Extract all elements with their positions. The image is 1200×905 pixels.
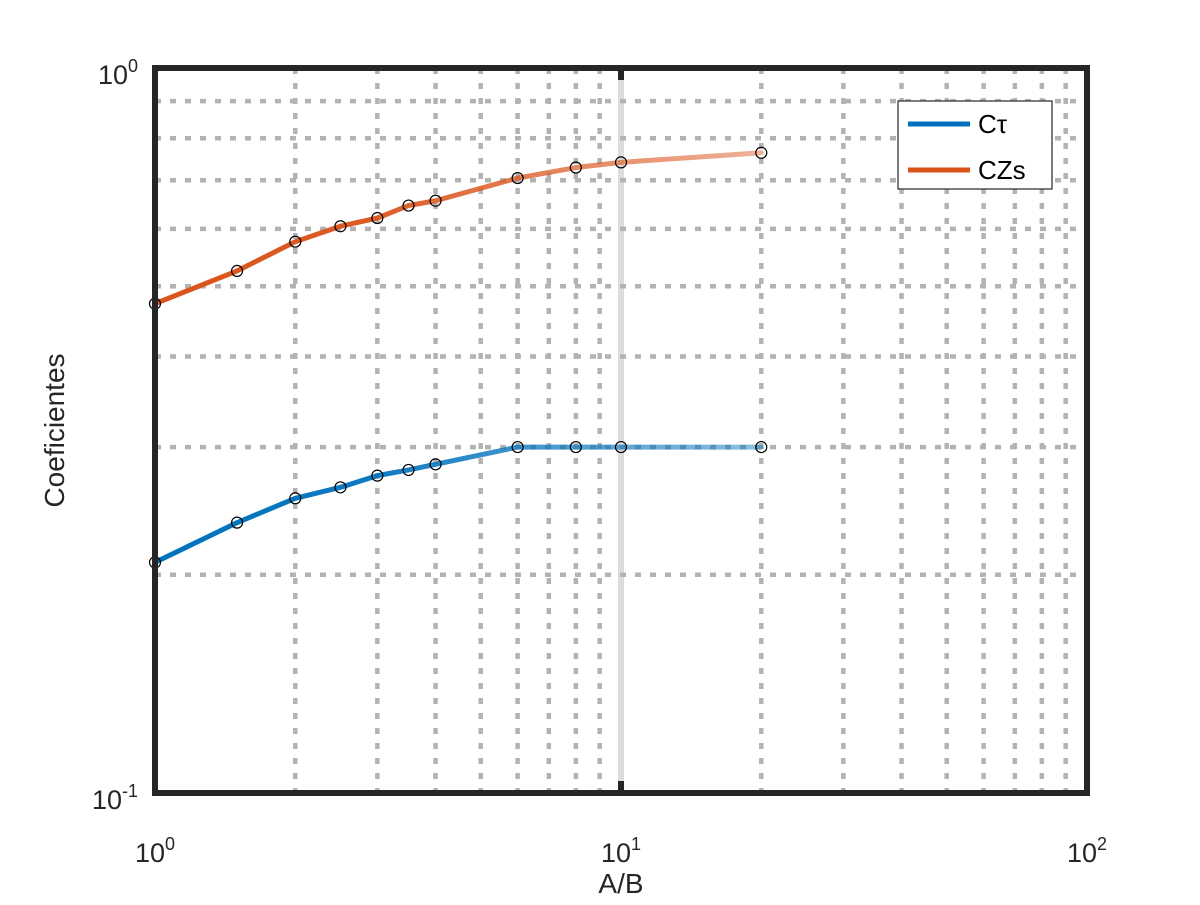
legend-label-ctau: Cτ (978, 109, 1008, 139)
data-point-s1-7 (511, 171, 524, 185)
data-point-s1-10 (755, 146, 768, 159)
data-point-s0-7 (511, 440, 524, 454)
data-point-s0-5 (402, 463, 415, 477)
y-tick-label-0: 10-1 (92, 781, 138, 815)
x-tick-label-0: 100 (135, 834, 175, 868)
data-point-s1-5 (402, 199, 415, 212)
legend-label-czs: CZs (978, 155, 1026, 185)
data-point-s1-3 (334, 220, 347, 233)
data-point-s1-1 (230, 264, 244, 277)
series-line-1 (152, 150, 764, 307)
axes-box (152, 65, 1090, 796)
data-point-s0-8 (569, 440, 582, 454)
data-point-s0-4 (371, 469, 384, 482)
data-point-s0-3 (334, 481, 347, 494)
data-point-s0-9 (614, 440, 628, 454)
legend: Cτ CZs (897, 100, 1053, 190)
x-tick-label-2: 102 (1067, 834, 1107, 868)
data-point-s1-9 (614, 156, 628, 169)
series-line-0 (152, 444, 764, 565)
tick-labels: 100 101 102 10-1 100 (92, 56, 1107, 868)
y-axis-label: Coeficientes (39, 353, 70, 507)
data-point-s0-2 (289, 492, 302, 505)
series-layer (152, 150, 764, 565)
data-point-s1-4 (371, 211, 384, 225)
data-point-s0-10 (755, 440, 768, 454)
y-tick-label-1: 100 (98, 56, 138, 90)
data-point-s1-8 (569, 161, 582, 174)
data-point-s0-1 (230, 516, 244, 529)
x-tick-label-1: 101 (601, 834, 641, 868)
marker-layer (148, 146, 768, 569)
data-point-s1-6 (429, 194, 442, 207)
legend-box (897, 100, 1053, 190)
data-point-s1-2 (289, 235, 302, 248)
x-axis-label: A/B (598, 868, 643, 899)
data-point-s0-6 (429, 458, 442, 471)
